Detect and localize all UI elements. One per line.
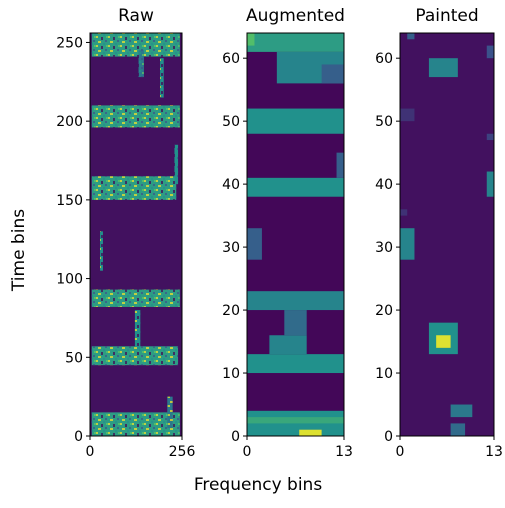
heat-cell [436, 335, 451, 348]
axes-frame [399, 32, 495, 437]
heat-cell [400, 33, 494, 436]
heat-cell [400, 228, 415, 260]
heat-cell [450, 423, 466, 436]
y-tick-label: 20 [222, 303, 240, 319]
heat-cell [299, 429, 322, 436]
y-tick-label: 100 [56, 272, 83, 288]
y-tick-label: 10 [375, 366, 393, 382]
y-tick-label: 30 [375, 240, 393, 256]
heat-texture [91, 346, 179, 366]
heat-texture [91, 176, 177, 200]
panel-title: Augmented [246, 6, 345, 26]
heat-cell [428, 58, 458, 78]
heat-cell [486, 171, 494, 197]
heat-texture [160, 58, 164, 98]
heat-texture [138, 50, 144, 78]
heat-cell [247, 177, 344, 197]
x-tick-label: 13 [485, 444, 503, 460]
y-tick-label: 250 [56, 35, 83, 51]
panel-title: Raw [118, 6, 154, 26]
heat-cell [336, 152, 344, 178]
y-axis-label: Time bins [9, 209, 29, 292]
y-tick-label: 50 [222, 114, 240, 130]
y-tick-label: 150 [56, 193, 83, 209]
axes-frame [246, 32, 345, 437]
y-tick-label: 60 [375, 51, 393, 67]
heat-cell [450, 404, 473, 418]
x-tick-label: 0 [86, 444, 95, 460]
heat-cell [486, 45, 494, 59]
panel-title: Painted [415, 6, 478, 26]
heat-cell [247, 354, 344, 374]
y-tick-label: 0 [231, 429, 240, 445]
x-axis-label: Frequency bins [194, 475, 323, 495]
y-tick-label: 60 [222, 51, 240, 67]
y-tick-label: 0 [384, 429, 393, 445]
heat-cell [284, 310, 307, 336]
heat-texture [167, 396, 173, 429]
heat-cell [247, 228, 262, 260]
heat-cell [321, 64, 344, 84]
heat-texture [91, 105, 180, 128]
y-tick-label: 30 [222, 240, 240, 256]
heat-cell [269, 335, 307, 355]
heat-texture [100, 231, 103, 271]
x-tick-label: 13 [335, 444, 353, 460]
y-tick-label: 20 [375, 303, 393, 319]
heat-cell [247, 33, 344, 52]
heat-cell [486, 133, 494, 141]
heat-cell [90, 33, 182, 436]
heat-cell [247, 291, 344, 311]
x-tick-label: 0 [396, 444, 405, 460]
heat-texture [134, 310, 141, 350]
axes-frame [89, 32, 183, 437]
heat-texture [174, 144, 179, 185]
heat-cell [247, 33, 255, 46]
heat-cell [247, 417, 344, 424]
y-tick-label: 10 [222, 366, 240, 382]
heat-cell [407, 33, 415, 40]
heat-texture [91, 289, 180, 307]
x-tick-label: 256 [169, 444, 196, 460]
y-tick-label: 40 [375, 177, 393, 193]
y-tick-label: 0 [74, 429, 83, 445]
heat-texture [91, 412, 180, 436]
heat-cell [400, 108, 415, 122]
y-tick-label: 50 [65, 350, 83, 366]
x-tick-label: 0 [243, 444, 252, 460]
y-tick-label: 40 [222, 177, 240, 193]
heat-texture [91, 33, 180, 57]
heat-cell [400, 209, 408, 216]
heat-cell [247, 108, 344, 134]
y-tick-label: 50 [375, 114, 393, 130]
y-tick-label: 200 [56, 114, 83, 130]
